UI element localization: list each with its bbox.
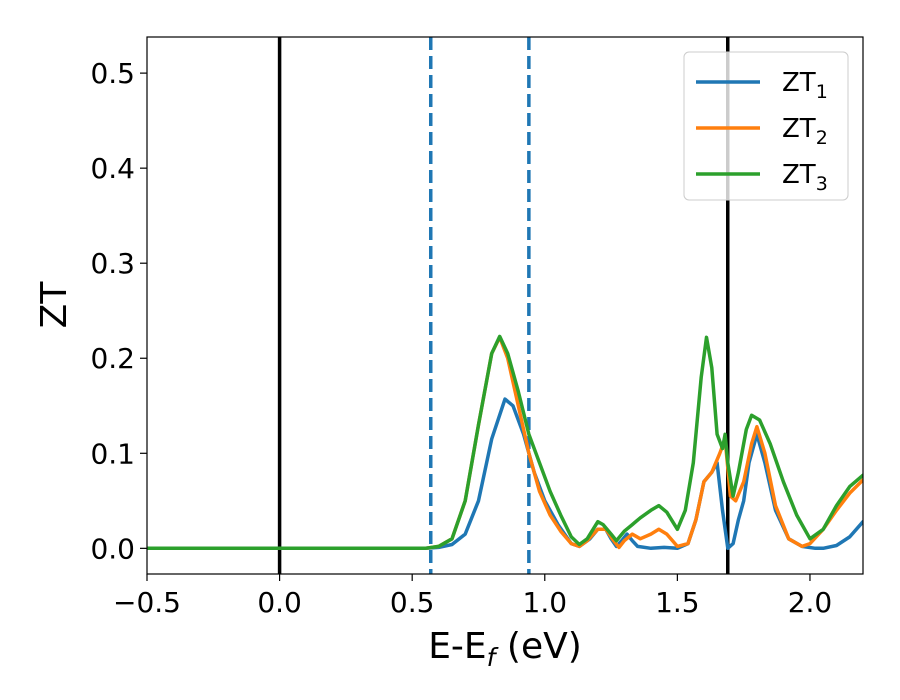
y-tick-label: 0.1 [90,437,135,470]
x-tick-label: 0.0 [257,586,302,619]
y-tick-label: 0.2 [90,342,135,375]
y-tick-label: 0.0 [90,532,135,565]
legend-label-3: ZT3 [782,160,828,195]
x-tick-label: 1.5 [655,586,700,619]
series-layer [147,334,863,551]
y-axis-ticks: 0.0 0.1 0.2 0.3 0.4 0.5 [90,57,147,565]
x-axis-ticks: −0.5 0.0 0.5 1.0 1.5 2.0 [113,574,832,619]
y-tick-label: 0.5 [90,57,135,90]
x-tick-label: −0.5 [113,586,181,619]
y-tick-label: 0.4 [90,152,135,185]
y-axis-title: ZT [34,281,75,329]
legend-box [683,51,849,201]
x-tick-label: 2.0 [788,586,833,619]
x-axis-title: E-Ef (eV) [428,626,582,672]
plot-frame [146,36,864,575]
legend-label-2: ZT2 [782,114,828,149]
legend: ZT1 ZT2 ZT3 [683,51,849,201]
y-tick-label: 0.3 [90,247,135,280]
series-line-3 [147,334,863,551]
legend-label-1: ZT1 [782,68,828,103]
x-tick-label: 1.0 [523,586,568,619]
x-tick-label: 0.5 [390,586,435,619]
